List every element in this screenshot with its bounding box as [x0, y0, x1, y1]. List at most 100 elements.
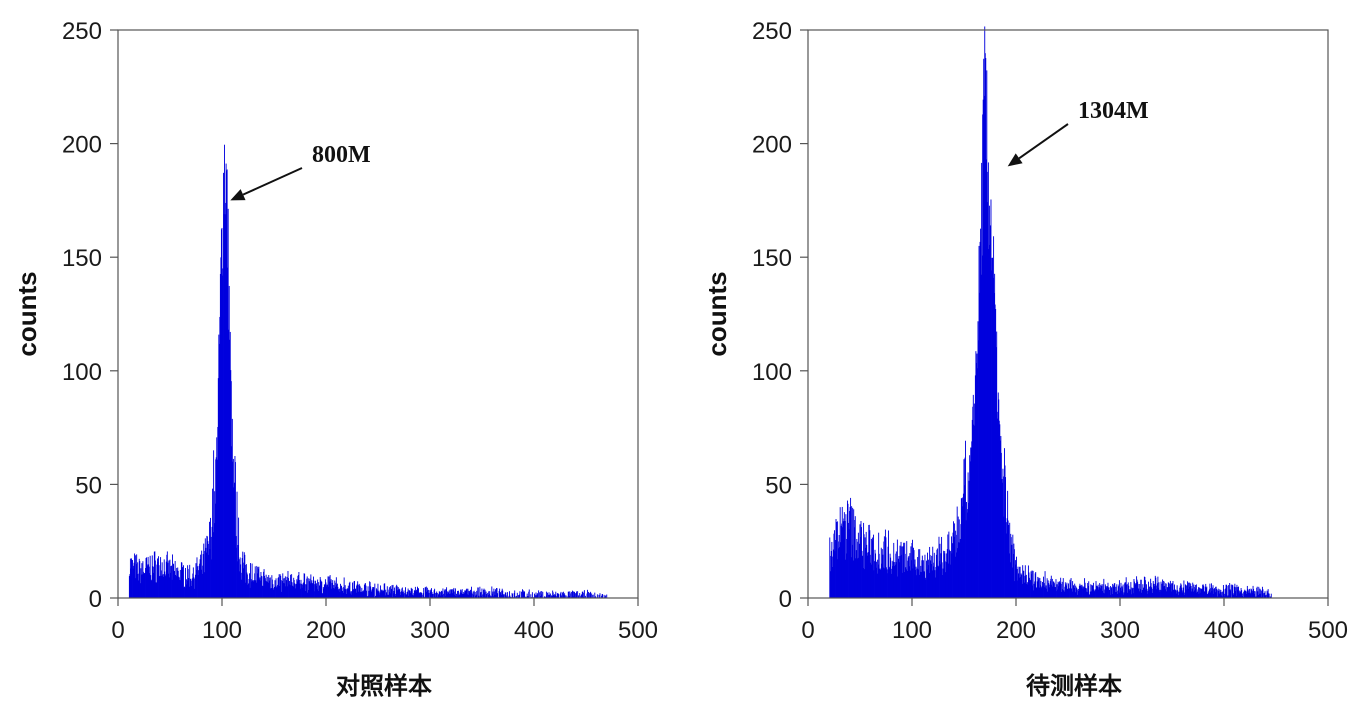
histogram-bar [168, 560, 170, 598]
histogram-bar [1231, 584, 1233, 598]
histogram-bar [851, 544, 853, 598]
histogram-bar [1082, 588, 1083, 598]
histogram-bar [369, 582, 371, 598]
histogram-bar [1192, 582, 1194, 598]
histogram-bar [192, 567, 194, 598]
histogram-bar [938, 566, 939, 598]
histogram-bar [1251, 590, 1253, 598]
histogram-bar [934, 577, 936, 598]
histogram-bar [951, 536, 952, 598]
histogram-bar [1222, 585, 1224, 598]
histogram-bar [1059, 581, 1061, 598]
histogram-bar [1112, 583, 1114, 598]
histogram-bar [850, 557, 852, 598]
histogram-bar [854, 516, 856, 598]
histogram-bar [598, 594, 600, 598]
histogram-bar [888, 568, 890, 598]
histogram-bar [280, 575, 282, 598]
histogram-bar [366, 596, 368, 598]
histogram-bar [1034, 581, 1036, 598]
histogram-bar [422, 593, 424, 598]
histogram-bar [1192, 591, 1194, 598]
histogram-bar [919, 549, 921, 598]
histogram-bar [210, 517, 211, 598]
histogram-bar [408, 590, 410, 598]
histogram-bar [901, 546, 903, 598]
histogram-bar [240, 564, 242, 598]
histogram-bar [1045, 587, 1047, 598]
histogram-bar [1143, 587, 1145, 598]
histogram-bar [496, 588, 498, 598]
histogram-bar [1118, 584, 1120, 598]
histogram-bar [1060, 577, 1062, 598]
histogram-bar [409, 590, 411, 598]
histogram-bar [442, 588, 444, 598]
histogram-bar [535, 592, 537, 598]
histogram-bar [197, 566, 198, 598]
histogram-bar [1156, 583, 1158, 598]
histogram-bar [161, 570, 163, 598]
histogram-bar [928, 559, 930, 598]
histogram-bar [1185, 584, 1186, 598]
histogram-bar [1027, 584, 1029, 598]
histogram-bar [396, 584, 398, 598]
histogram-bar [171, 579, 173, 598]
histogram-bar [293, 580, 295, 598]
histogram-bar [244, 554, 246, 598]
histogram-bar [1253, 593, 1255, 598]
histogram-bar [836, 521, 837, 598]
histogram-bar [186, 579, 188, 598]
histogram-bar [1125, 582, 1127, 598]
histogram-bar [284, 577, 286, 598]
histogram-bar [347, 589, 349, 598]
histogram-bar [503, 594, 505, 598]
histogram-bar [171, 565, 172, 598]
histogram-bar [1025, 575, 1027, 598]
histogram-bar [952, 532, 954, 598]
histogram-bar [929, 546, 931, 598]
histogram-bar [861, 550, 863, 598]
histogram-bar [575, 593, 577, 598]
histogram-bar [277, 584, 279, 598]
x-axis-label: 对照样本 [336, 672, 432, 700]
histogram-bar [204, 538, 206, 598]
histogram-bar [576, 591, 578, 598]
histogram-bar [496, 587, 497, 598]
histogram-bar [1075, 585, 1077, 598]
histogram-bar [881, 549, 883, 598]
histogram-bar [421, 594, 423, 598]
histogram-bar [493, 588, 495, 598]
histogram-bar [1074, 592, 1076, 598]
histogram-bar [435, 593, 437, 598]
histogram-bar [405, 587, 406, 598]
histogram-bar [361, 592, 363, 598]
histogram-bar [456, 596, 458, 598]
histogram-bar [186, 580, 188, 598]
histogram-bar [406, 592, 408, 598]
histogram-bar [291, 574, 293, 598]
histogram-bar [248, 578, 250, 598]
histogram-bar [1030, 580, 1031, 598]
histogram-bar [1158, 582, 1160, 598]
histogram-bar [1213, 593, 1214, 598]
histogram-bar [832, 549, 834, 598]
histogram-bar [149, 555, 151, 598]
histogram-bar [504, 592, 506, 598]
histogram-bar [1168, 582, 1170, 598]
histogram-bar [940, 553, 942, 598]
histogram-bar [134, 553, 136, 598]
histogram-bar [860, 537, 861, 598]
histogram-bar [594, 596, 596, 598]
histogram-bar [1255, 596, 1257, 598]
histogram-bar [487, 592, 489, 598]
histogram-bar [188, 578, 190, 598]
histogram-bar [1189, 585, 1191, 598]
histogram-bar [241, 579, 243, 598]
histogram-bar [580, 594, 582, 598]
histogram-bar [1039, 578, 1041, 598]
histogram-bar [261, 575, 262, 598]
histogram-bar [1258, 593, 1260, 598]
histogram-bars [829, 26, 1272, 599]
histogram-bar [425, 586, 427, 598]
histogram-bar [206, 535, 208, 598]
